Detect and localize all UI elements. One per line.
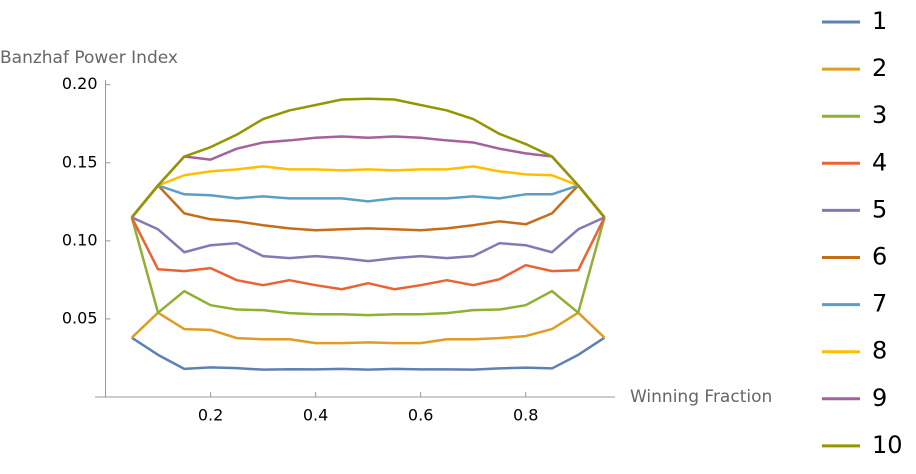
series-line bbox=[131, 336, 606, 371]
legend-label: 4 bbox=[872, 148, 887, 176]
y-tick-label: 0.05 bbox=[62, 308, 98, 327]
x-tick-label: 0.6 bbox=[408, 406, 433, 425]
y-tick-label: 0.20 bbox=[62, 74, 98, 93]
series-line bbox=[130, 97, 606, 219]
x-tick-label: 0.2 bbox=[198, 406, 223, 425]
legend-label: 6 bbox=[872, 243, 887, 271]
legend-label: 5 bbox=[872, 195, 887, 223]
series-line bbox=[130, 217, 606, 317]
series-line bbox=[130, 165, 606, 219]
legend-label: 7 bbox=[872, 290, 887, 318]
legend-label: 2 bbox=[872, 54, 887, 82]
y-axis-label: Banzhaf Power Index bbox=[0, 48, 178, 68]
series-line bbox=[130, 184, 606, 232]
x-axis-label: Winning Fraction bbox=[630, 387, 772, 407]
legend-label: 1 bbox=[872, 7, 887, 35]
series-line bbox=[130, 135, 606, 219]
legend-label: 9 bbox=[872, 384, 887, 412]
x-tick-label: 0.8 bbox=[513, 406, 538, 425]
series-line bbox=[130, 216, 606, 291]
series-line bbox=[131, 216, 606, 263]
y-tick-label: 0.10 bbox=[62, 230, 98, 249]
series-line bbox=[130, 184, 606, 219]
y-tick-label: 0.15 bbox=[62, 152, 98, 171]
series-line bbox=[130, 311, 606, 345]
legend-label: 10 bbox=[872, 431, 903, 459]
legend-label: 3 bbox=[872, 101, 887, 129]
x-tick-label: 0.4 bbox=[303, 406, 328, 425]
legend-label: 8 bbox=[872, 337, 887, 365]
